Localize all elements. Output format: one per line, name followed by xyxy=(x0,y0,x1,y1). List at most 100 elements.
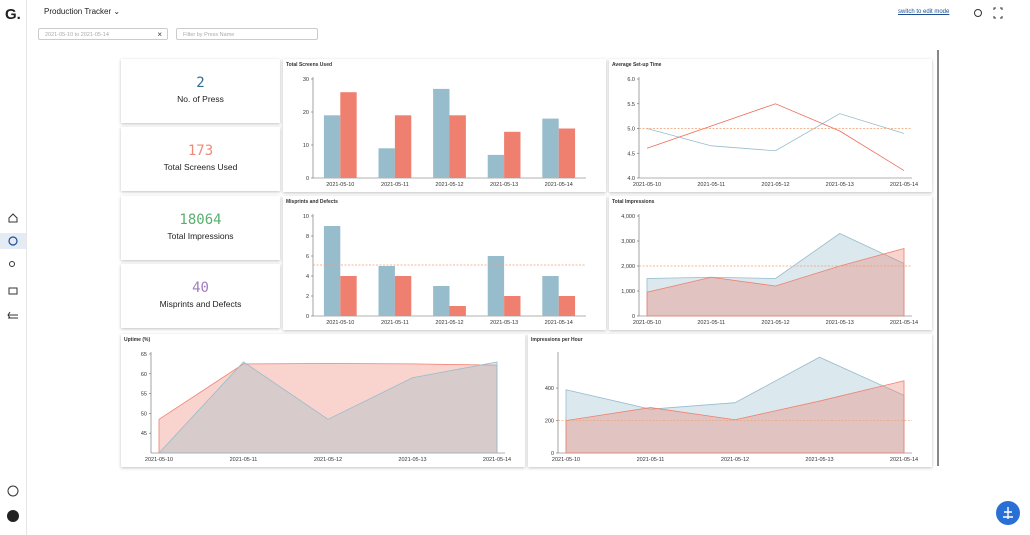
chart: Impressions per Hour 0 200 400 2021-05-10 202… xyxy=(531,337,918,463)
flow-icon[interactable] xyxy=(7,311,18,319)
x-tick-label: 2021-05-11 xyxy=(697,182,725,188)
area xyxy=(646,247,905,317)
y-tick-label: 10 xyxy=(303,143,309,149)
y-tick-label: 0 xyxy=(306,314,309,320)
active-nav xyxy=(0,233,26,249)
y-tick-label: 5.5 xyxy=(627,102,635,108)
x-tick-label: 2021-05-14 xyxy=(890,320,918,326)
chart-panel: Uptime (%) 45 50 55 60 65 2021-05-10 2021-05-11… xyxy=(121,334,525,467)
clear-icon[interactable]: × xyxy=(157,30,162,39)
chart-title: Total Impressions xyxy=(612,199,655,205)
area xyxy=(565,380,905,454)
x-tick-label: 2021-05-13 xyxy=(490,320,518,326)
kpi-label: No. of Press xyxy=(177,94,224,104)
y-tick-label: 10 xyxy=(303,214,309,220)
x-tick-label: 2021-05-10 xyxy=(633,320,661,326)
x-tick-label: 2021-05-13 xyxy=(826,182,854,188)
bar xyxy=(449,306,466,316)
y-tick-label: 4.0 xyxy=(627,176,635,182)
chart: Average Set-up Time 4.0 4.5 5.0 5.5 6.0 2021-0… xyxy=(612,62,918,188)
bar xyxy=(504,296,521,316)
chart-title: Impressions per Hour xyxy=(531,337,583,343)
kpi-card: 40 Misprints and Defects xyxy=(121,264,280,328)
y-tick-label: 60 xyxy=(141,372,147,378)
area xyxy=(158,361,498,454)
chart: Total Impressions 0 1,000 2,000 3,000 4,000 20… xyxy=(612,199,918,326)
kpi-value: 173 xyxy=(187,143,214,159)
bar xyxy=(433,286,450,316)
chart-panel: Impressions per Hour 0 200 400 2021-05-10 202… xyxy=(528,334,932,467)
chart-title: Total Screens Used xyxy=(286,62,332,68)
y-tick-label: 400 xyxy=(545,386,554,392)
bar xyxy=(504,131,521,178)
x-tick-label: 2021-05-13 xyxy=(490,182,518,188)
y-tick-label: 55 xyxy=(141,392,147,398)
y-tick-label: 65 xyxy=(141,352,147,358)
x-tick-label: 2021-05-10 xyxy=(326,182,354,188)
y-tick-label: 4,000 xyxy=(621,214,635,220)
sidebar: G. xyxy=(0,0,27,535)
x-tick-label: 2021-05-12 xyxy=(761,182,789,188)
kpi-value: 18064 xyxy=(179,212,222,228)
x-tick-label: 2021-05-10 xyxy=(326,320,354,326)
x-tick-label: 2021-05-11 xyxy=(381,320,409,326)
fullscreen-icon[interactable] xyxy=(993,7,1003,19)
chart: Uptime (%) 45 50 55 60 65 2021-05-10 2021-05-11… xyxy=(124,337,511,463)
refresh-icon[interactable] xyxy=(974,9,982,17)
x-tick-label: 2021-05-11 xyxy=(637,457,665,463)
dashboard-icon[interactable] xyxy=(8,236,18,246)
bar xyxy=(542,118,559,178)
x-tick-label: 2021-05-14 xyxy=(483,457,511,463)
y-tick-label: 50 xyxy=(141,411,147,417)
y-tick-label: 20 xyxy=(303,110,309,116)
toolbar-icons xyxy=(974,7,1003,19)
bar xyxy=(340,92,357,178)
kpi-value: 40 xyxy=(192,280,209,296)
x-tick-label: 2021-05-11 xyxy=(230,457,258,463)
chart-panel: Misprints and Defects 0 2 4 6 8 10 2021-05-10 20… xyxy=(283,196,606,330)
bar xyxy=(378,266,395,316)
avatar[interactable] xyxy=(7,510,19,522)
y-tick-label: 3,000 xyxy=(621,239,635,245)
home-icon[interactable] xyxy=(8,213,18,223)
scrollbar[interactable] xyxy=(937,50,939,466)
x-tick-label: 2021-05-11 xyxy=(697,320,725,326)
x-tick-label: 2021-05-14 xyxy=(545,182,573,188)
y-tick-label: 4 xyxy=(306,274,309,280)
bar xyxy=(558,296,576,316)
bar xyxy=(323,226,341,316)
dashboard-title[interactable]: Production Tracker ⌄ xyxy=(44,7,121,16)
y-tick-label: 2 xyxy=(306,294,309,300)
x-tick-label: 2021-05-14 xyxy=(890,182,918,188)
y-tick-label: 6.0 xyxy=(627,77,635,83)
chart-title: Average Set-up Time xyxy=(612,62,662,68)
fab[interactable] xyxy=(995,500,1021,526)
x-tick-label: 2021-05-13 xyxy=(805,457,833,463)
y-tick-label: 6 xyxy=(306,254,309,260)
bar xyxy=(542,276,559,316)
chart-panel: Total Screens Used 0 10 20 30 2021-05-10 2021-… xyxy=(283,59,606,192)
chart-title: Uptime (%) xyxy=(124,337,150,343)
bar xyxy=(323,115,341,178)
bar xyxy=(449,115,466,178)
press-filter[interactable]: Filter by Press Name xyxy=(176,28,318,40)
y-tick-label: 0 xyxy=(306,176,309,182)
kpi-label: Total Impressions xyxy=(167,231,234,241)
chart: Total Screens Used 0 10 20 30 2021-05-10 2021-… xyxy=(286,62,586,188)
title-text: Production Tracker xyxy=(44,7,112,16)
y-tick-label: 200 xyxy=(545,419,554,425)
kpi-card: 173 Total Screens Used xyxy=(121,127,280,191)
x-tick-label: 2021-05-10 xyxy=(633,182,661,188)
x-tick-label: 2021-05-10 xyxy=(145,457,173,463)
lock-icon[interactable] xyxy=(8,287,18,295)
x-tick-label: 2021-05-14 xyxy=(545,320,573,326)
y-tick-label: 45 xyxy=(141,431,147,437)
help-icon[interactable] xyxy=(7,485,19,497)
users-icon[interactable] xyxy=(9,261,15,267)
date-range[interactable]: 2021-05-10 to 2021-05-14 × xyxy=(38,28,168,40)
edit-link[interactable]: switch to edit mode xyxy=(898,9,950,15)
x-tick-label: 2021-05-12 xyxy=(435,182,463,188)
y-tick-label: 2,000 xyxy=(621,264,635,270)
bar xyxy=(394,115,412,178)
